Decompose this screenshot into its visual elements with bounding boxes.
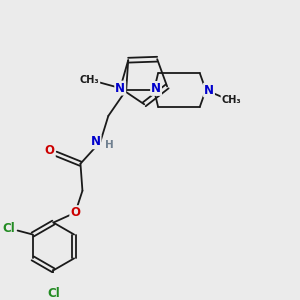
Text: N: N [115, 82, 125, 94]
Text: O: O [45, 144, 55, 157]
Text: CH₃: CH₃ [221, 94, 241, 105]
Text: CH₃: CH₃ [80, 75, 99, 85]
Text: Cl: Cl [2, 222, 15, 235]
Text: Cl: Cl [47, 287, 60, 300]
Text: N: N [204, 83, 214, 97]
Text: N: N [151, 82, 161, 95]
Text: O: O [70, 206, 80, 219]
Text: H: H [105, 140, 113, 150]
Text: N: N [91, 135, 100, 148]
